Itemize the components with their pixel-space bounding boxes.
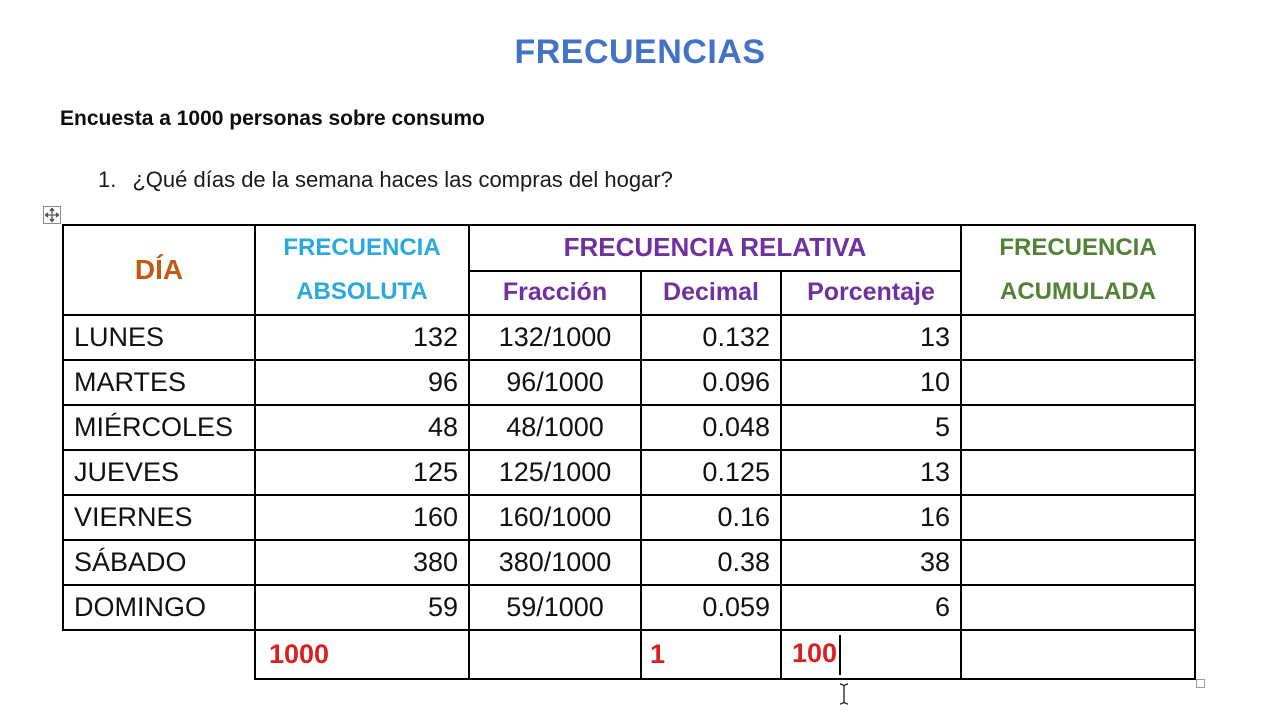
cell-porcentaje[interactable]: 6 bbox=[779, 584, 963, 631]
question-number: 1. bbox=[98, 167, 117, 192]
page-title[interactable]: FRECUENCIAS bbox=[514, 33, 766, 71]
cell-decimal[interactable]: 0.125 bbox=[640, 449, 782, 496]
cell-fraccion[interactable]: 380/1000 bbox=[468, 539, 642, 586]
cell-decimal[interactable]: 0.096 bbox=[640, 359, 782, 406]
header-absoluta-line1: FRECUENCIA bbox=[283, 234, 441, 261]
header-acumulada-line1: FRECUENCIA bbox=[999, 234, 1157, 261]
cell-decimal[interactable]: 0.38 bbox=[640, 539, 782, 586]
header-acumulada-line2: ACUMULADA bbox=[1000, 278, 1156, 305]
cell-dia[interactable]: VIERNES bbox=[62, 494, 256, 541]
table-resize-handle[interactable] bbox=[1196, 679, 1205, 688]
cell-fraccion[interactable]: 96/1000 bbox=[468, 359, 642, 406]
header-frecuencia-absoluta[interactable]: FRECUENCIA ABSOLUTA bbox=[254, 224, 470, 316]
cell-decimal[interactable]: 0.132 bbox=[640, 314, 782, 361]
cell-fraccion[interactable]: 160/1000 bbox=[468, 494, 642, 541]
cell-fraccion[interactable]: 59/1000 bbox=[468, 584, 642, 631]
question-line[interactable]: 1. ¿Qué días de la semana haces las compr… bbox=[98, 167, 673, 193]
header-frecuencia-acumulada[interactable]: FRECUENCIA ACUMULADA bbox=[960, 224, 1197, 316]
cell-fraccion[interactable]: 132/1000 bbox=[468, 314, 642, 361]
table-row-lunes: LUNES 132 132/1000 0.132 13 bbox=[62, 314, 1197, 361]
frequency-table: DÍA FRECUENCIA ABSOLUTA FRECUENCIA RELAT… bbox=[62, 224, 1197, 680]
cell-acumulada[interactable] bbox=[960, 314, 1197, 361]
cell-acumulada[interactable] bbox=[960, 359, 1197, 406]
cell-dia[interactable]: LUNES bbox=[62, 314, 256, 361]
header-absoluta-line2: ABSOLUTA bbox=[296, 278, 428, 305]
cell-dia[interactable]: JUEVES bbox=[62, 449, 256, 496]
cell-porcentaje[interactable]: 16 bbox=[779, 494, 963, 541]
cell-porcentaje[interactable]: 10 bbox=[779, 359, 963, 406]
cell-absoluta[interactable]: 48 bbox=[254, 404, 470, 451]
cell-dia[interactable]: DOMINGO bbox=[62, 584, 256, 631]
header-frecuencia-relativa[interactable]: FRECUENCIA RELATIVA bbox=[467, 224, 963, 272]
table-row-domingo: DOMINGO 59 59/1000 0.059 6 bbox=[62, 584, 1197, 631]
cell-decimal[interactable]: 0.048 bbox=[640, 404, 782, 451]
totals-empty-cell bbox=[63, 629, 256, 679]
cell-dia[interactable]: SÁBADO bbox=[62, 539, 256, 586]
totals-porcentaje[interactable]: 100 bbox=[779, 629, 963, 680]
cell-absoluta[interactable]: 132 bbox=[254, 314, 470, 361]
totals-porcentaje-value: 100 bbox=[792, 637, 838, 668]
table-row-viernes: VIERNES 160 160/1000 0.16 16 bbox=[62, 494, 1197, 541]
cell-decimal[interactable]: 0.059 bbox=[640, 584, 782, 631]
header-fraccion[interactable]: Fracción bbox=[468, 269, 642, 316]
totals-acumulada-empty[interactable] bbox=[960, 629, 1197, 680]
table-row-miercoles: MIÉRCOLES 48 48/1000 0.048 5 bbox=[62, 404, 1197, 451]
survey-subtitle[interactable]: Encuesta a 1000 personas sobre consumo bbox=[60, 107, 485, 130]
question-text: ¿Qué días de la semana haces las compras… bbox=[132, 167, 673, 192]
move-arrows-icon bbox=[45, 208, 59, 222]
cell-fraccion[interactable]: 48/1000 bbox=[468, 404, 642, 451]
header-porcentaje[interactable]: Porcentaje bbox=[779, 269, 963, 316]
cell-absoluta[interactable]: 380 bbox=[254, 539, 470, 586]
table-row-sabado: SÁBADO 380 380/1000 0.38 38 bbox=[62, 539, 1197, 586]
cell-acumulada[interactable] bbox=[960, 404, 1197, 451]
header-decimal[interactable]: Decimal bbox=[640, 269, 782, 316]
cell-dia[interactable]: MIÉRCOLES bbox=[62, 404, 256, 451]
table-row-martes: MARTES 96 96/1000 0.096 10 bbox=[62, 359, 1197, 406]
cell-porcentaje[interactable]: 5 bbox=[779, 404, 963, 451]
totals-fraccion-empty[interactable] bbox=[468, 629, 642, 680]
table-header-row-1: DÍA FRECUENCIA ABSOLUTA FRECUENCIA RELAT… bbox=[62, 224, 1197, 316]
cell-acumulada[interactable] bbox=[960, 494, 1197, 541]
cell-absoluta[interactable]: 160 bbox=[254, 494, 470, 541]
table-totals-row: 1000 1 100 bbox=[63, 629, 1197, 680]
cell-acumulada[interactable] bbox=[960, 449, 1197, 496]
totals-decimal[interactable]: 1 bbox=[640, 629, 782, 680]
cell-acumulada[interactable] bbox=[960, 584, 1197, 631]
cell-porcentaje[interactable]: 13 bbox=[779, 449, 963, 496]
cell-porcentaje[interactable]: 38 bbox=[779, 539, 963, 586]
cell-fraccion[interactable]: 125/1000 bbox=[468, 449, 642, 496]
cell-dia[interactable]: MARTES bbox=[62, 359, 256, 406]
table-header-row-2: Fracción Decimal Porcentaje bbox=[63, 269, 1195, 316]
cell-absoluta[interactable]: 59 bbox=[254, 584, 470, 631]
table-move-handle[interactable] bbox=[43, 206, 61, 224]
cell-decimal[interactable]: 0.16 bbox=[640, 494, 782, 541]
cell-acumulada[interactable] bbox=[960, 539, 1197, 586]
ibeam-cursor bbox=[839, 683, 849, 705]
header-dia[interactable]: DÍA bbox=[62, 224, 256, 316]
cell-porcentaje[interactable]: 13 bbox=[779, 314, 963, 361]
text-caret bbox=[839, 634, 842, 675]
totals-absoluta[interactable]: 1000 bbox=[254, 629, 470, 680]
cell-absoluta[interactable]: 96 bbox=[254, 359, 470, 406]
cell-absoluta[interactable]: 125 bbox=[254, 449, 470, 496]
table-row-jueves: JUEVES 125 125/1000 0.125 13 bbox=[62, 449, 1197, 496]
